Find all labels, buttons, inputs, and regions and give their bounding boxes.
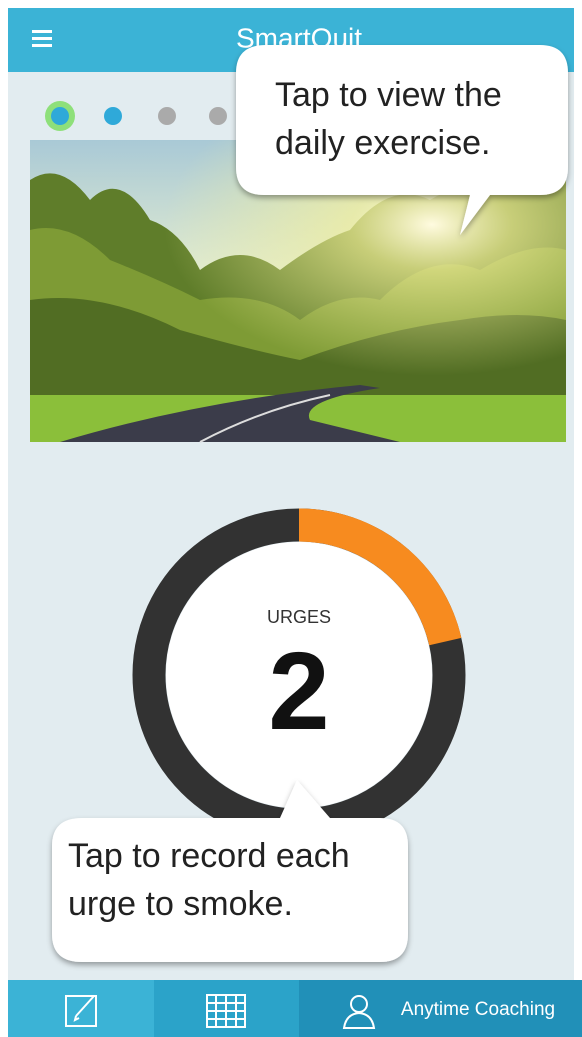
urge-tooltip — [52, 780, 408, 962]
page-dots — [45, 101, 227, 131]
nav-label: Anytime Coaching — [401, 999, 555, 1020]
dot[interactable] — [158, 107, 176, 125]
menu-button[interactable] — [32, 30, 52, 47]
urge-count: 2 — [268, 630, 329, 753]
exercise-tooltip — [236, 45, 568, 235]
tooltip-text: urge to smoke. — [68, 885, 293, 923]
tooltip-text: daily exercise. — [275, 124, 490, 162]
dot[interactable] — [51, 107, 69, 125]
dot[interactable] — [209, 107, 227, 125]
dot[interactable] — [104, 107, 122, 125]
nav-journal[interactable] — [8, 980, 154, 1037]
urge-label: URGES — [267, 607, 331, 627]
tooltip-text: Tap to record each — [68, 837, 350, 875]
nav-icons — [65, 994, 376, 1029]
tooltip-text: Tap to view the — [275, 76, 502, 114]
urge-counter[interactable]: URGES 2 — [132, 508, 466, 842]
